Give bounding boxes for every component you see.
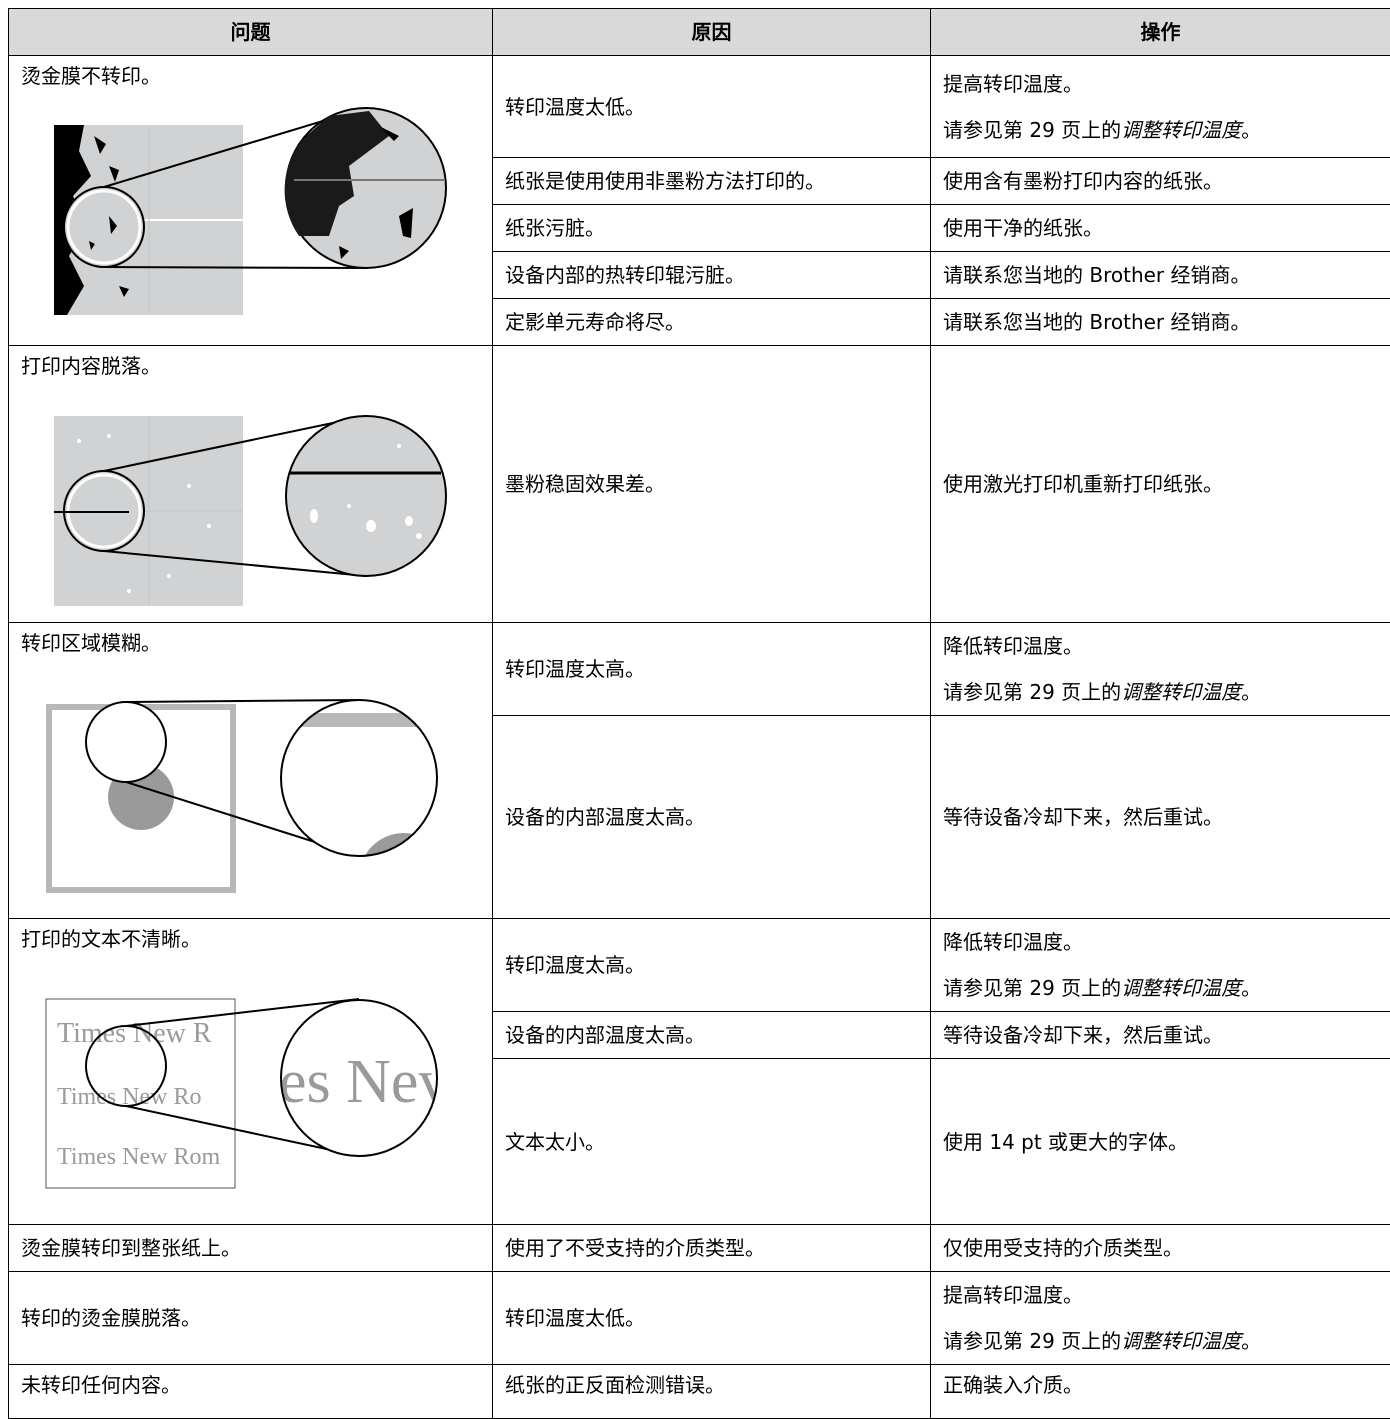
problem-cell: 烫金膜不转印。 — [9, 56, 493, 346]
troubleshooting-table: 问题 原因 操作 烫金膜不转印。 转印温度太低。 提高转印温度。 请参见第 29… — [8, 8, 1390, 1419]
action-cell: 使用含有墨粉打印内容的纸张。 — [931, 158, 1390, 205]
action-cell: 请联系您当地的 Brother 经销商。 — [931, 299, 1390, 346]
problem-cell: 打印的文本不清晰。 Times New R Times New Ro Times… — [9, 919, 493, 1225]
action-cell: 仅使用受支持的介质类型。 — [931, 1225, 1390, 1272]
cause-cell: 设备的内部温度太高。 — [493, 1012, 931, 1059]
ref-suffix: 。 — [1241, 118, 1261, 142]
sample-text: Times New Rom — [57, 1144, 220, 1170]
action-cell: 等待设备冷却下来，然后重试。 — [931, 1012, 1390, 1059]
cause-cell: 设备的内部温度太高。 — [493, 716, 931, 919]
cause-cell: 纸张是使用使用非墨粉方法打印的。 — [493, 158, 931, 205]
ref-title[interactable]: 调整转印温度 — [1121, 680, 1241, 704]
sample-text: Times New R — [57, 1018, 212, 1049]
page: {"table":{"header":["问题","原因","操作"], "ro… — [0, 0, 1390, 1374]
ref-title[interactable]: 调整转印温度 — [1121, 118, 1241, 142]
ref-suffix: 。 — [1241, 1329, 1261, 1353]
illustration — [9, 623, 493, 918]
header-cell: 问题 — [9, 9, 493, 56]
action-cell: 使用 14 pt 或更大的字体。 — [931, 1059, 1390, 1225]
reference: 请参见第 29 页上的调整转印温度。 — [943, 107, 1390, 153]
page-body: 问题 原因 操作 烫金膜不转印。 转印温度太低。 提高转印温度。 请参见第 29… — [0, 0, 1390, 1374]
ref-suffix: 。 — [1241, 680, 1261, 704]
action-cell: 正确装入介质。 — [931, 1365, 1390, 1419]
cause-cell: 转印温度太高。 — [493, 919, 931, 1012]
problem-cell: 打印内容脱落。 — [9, 346, 493, 623]
reference: 请参见第 29 页上的调整转印温度。 — [943, 1318, 1390, 1364]
problem-cell: 转印的烫金膜脱落。 — [9, 1272, 493, 1365]
header-row: 问题 原因 操作 — [9, 9, 1390, 56]
cause-cell: 纸张的正反面检测错误。 — [493, 1365, 931, 1419]
cause-cell: 转印温度太高。 — [493, 623, 931, 716]
problem-cell: 未转印任何内容。 — [9, 1365, 493, 1419]
reference: 请参见第 29 页上的调整转印温度。 — [943, 965, 1390, 1011]
ref-prefix: 请参见第 29 页上的 — [943, 118, 1121, 142]
action-cell: 降低转印温度。 请参见第 29 页上的调整转印温度。 — [931, 919, 1390, 1012]
cause-cell: 设备内部的热转印辊污脏。 — [493, 252, 931, 299]
ref-title[interactable]: 调整转印温度 — [1121, 1329, 1241, 1353]
action-cell: 请联系您当地的 Brother 经销商。 — [931, 252, 1390, 299]
action-cell: 使用激光打印机重新打印纸张。 — [931, 346, 1390, 623]
cause-cell: 文本太小。 — [493, 1059, 931, 1225]
cause-cell: 使用了不受支持的介质类型。 — [493, 1225, 931, 1272]
problem-cell: 烫金膜转印到整张纸上。 — [9, 1225, 493, 1272]
cause-cell: 纸张污脏。 — [493, 205, 931, 252]
illustration — [9, 56, 493, 321]
reference: 请参见第 29 页上的调整转印温度。 — [943, 669, 1390, 715]
ref-prefix: 请参见第 29 页上的 — [943, 1329, 1121, 1353]
ref-suffix: 。 — [1241, 976, 1261, 1000]
action-cell: 提高转印温度。 请参见第 29 页上的调整转印温度。 — [931, 56, 1390, 158]
cause-cell: 转印温度太低。 — [493, 56, 931, 158]
cause-cell: 转印温度太低。 — [493, 1272, 931, 1365]
ref-prefix: 请参见第 29 页上的 — [943, 976, 1121, 1000]
ref-prefix: 请参见第 29 页上的 — [943, 680, 1121, 704]
header-cell: 操作 — [931, 9, 1390, 56]
ref-title[interactable]: 调整转印温度 — [1121, 976, 1241, 1000]
action-text: 提高转印温度。 — [943, 61, 1390, 107]
action-text: 降低转印温度。 — [943, 919, 1390, 965]
action-text: 降低转印温度。 — [943, 623, 1390, 669]
illustration: Times New R Times New Ro Times New Rom e… — [9, 919, 493, 1218]
cause-cell: 定影单元寿命将尽。 — [493, 299, 931, 346]
illustration — [9, 346, 493, 623]
action-cell: 提高转印温度。 请参见第 29 页上的调整转印温度。 — [931, 1272, 1390, 1365]
problem-cell: 转印区域模糊。 — [9, 623, 493, 919]
action-cell: 降低转印温度。 请参见第 29 页上的调整转印温度。 — [931, 623, 1390, 716]
action-cell: 使用干净的纸张。 — [931, 205, 1390, 252]
header-cell: 原因 — [493, 9, 931, 56]
cause-cell: 墨粉稳固效果差。 — [493, 346, 931, 623]
action-text: 提高转印温度。 — [943, 1272, 1390, 1318]
sample-zoom: es Nev — [279, 1048, 449, 1116]
action-cell: 等待设备冷却下来，然后重试。 — [931, 716, 1390, 919]
